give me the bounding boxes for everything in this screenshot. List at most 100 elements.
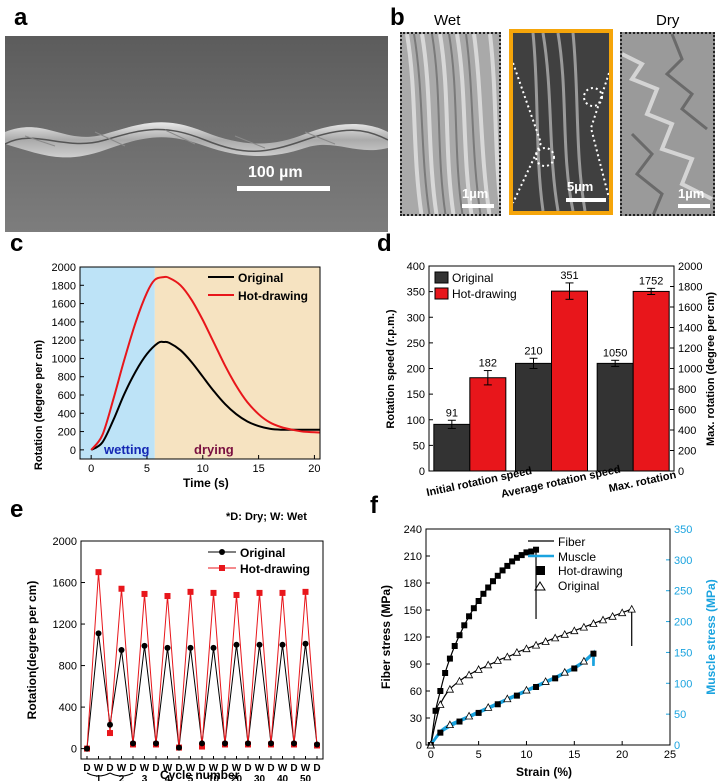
- legend-hot-marker: [536, 566, 545, 575]
- scale-label-b-center: 5µm: [567, 179, 594, 194]
- original-point: [176, 744, 182, 751]
- original-point: [291, 740, 297, 747]
- d-ytick-label: 100: [407, 415, 425, 427]
- dw-tick-label: D: [267, 763, 274, 774]
- original-point: [199, 740, 205, 747]
- original-point: [95, 630, 102, 637]
- d-ytick-label: 0: [419, 466, 425, 478]
- sem-image-fiber: 100 µm: [5, 36, 388, 232]
- f-xtick-label: 5: [476, 749, 482, 761]
- d-y2tick-label: 1800: [678, 282, 702, 294]
- hot-drawing-point: [256, 589, 263, 596]
- hot-drawing-fiber-point: [480, 590, 487, 597]
- legend-original-swatch: [434, 271, 449, 284]
- legend-hot-label: Hot-drawing: [558, 564, 623, 578]
- original-muscle-point: [579, 656, 589, 665]
- dw-tick-label: D: [106, 763, 113, 774]
- original-fiber-point: [484, 660, 493, 669]
- original-fiber-point: [579, 622, 589, 631]
- original-point: [222, 740, 228, 747]
- original-point: [187, 644, 194, 651]
- dw-tick-label: W: [255, 763, 265, 774]
- d-y2tick-label: 1400: [678, 323, 702, 335]
- hot-drawing-fiber-point: [504, 562, 511, 569]
- series-hot-drawing-line: [90, 275, 321, 451]
- d-y2tick-label: 1000: [678, 364, 702, 376]
- original-point: [256, 641, 263, 648]
- bar-original: [515, 362, 552, 472]
- f-ytick-label: 180: [404, 578, 422, 590]
- original-fiber-point: [598, 615, 608, 624]
- legend-fiber-label: Fiber: [558, 535, 585, 549]
- hot-drawing-fiber-point: [470, 605, 477, 612]
- legend-original-marker: [219, 549, 225, 555]
- c-ytick-label: 600: [58, 390, 76, 402]
- hot-drawing-fiber-point: [446, 655, 453, 662]
- original-point: [153, 740, 159, 747]
- dw-tick-label: D: [313, 763, 320, 774]
- bar-value-label: 1050: [603, 347, 627, 359]
- d-ytick-label: 300: [407, 312, 425, 324]
- hot-drawing-fiber-point: [485, 584, 492, 591]
- hot-drawing-muscle-point: [475, 709, 482, 716]
- d-y2tick-label: 1200: [678, 343, 702, 355]
- d-ylabel: Rotation speed (r.p.m.): [385, 309, 397, 429]
- hot-drawing-fiber-point: [523, 549, 530, 556]
- original-point: [130, 740, 136, 747]
- original-fiber-point: [551, 633, 560, 642]
- hot-drawing-muscle-point: [533, 683, 540, 690]
- dw-tick-label: D: [290, 763, 297, 774]
- original-point: [233, 641, 240, 648]
- legend-muscle-label: Muscle: [558, 550, 596, 564]
- scale-bar-b-center: [566, 198, 606, 202]
- f-xtick-label: 20: [616, 749, 628, 761]
- cycle-label: 10: [208, 774, 220, 781]
- bar-value-label: 351: [560, 270, 578, 282]
- d-ytick-label: 50: [413, 440, 425, 452]
- c-xlabel: Time (s): [183, 476, 229, 490]
- f-y2tick-label: 250: [674, 586, 692, 598]
- hot-drawing-muscle-line: [429, 650, 595, 746]
- dw-tick-label: W: [278, 763, 288, 774]
- d-y2tick-label: 600: [678, 405, 696, 417]
- dw-note: *D: Dry; W: Wet: [226, 511, 307, 523]
- f-xtick-label: 0: [428, 749, 434, 761]
- hot-drawing-point: [118, 585, 125, 592]
- wetting-label: wetting: [103, 442, 150, 457]
- hot-drawing-muscle-point: [552, 675, 559, 682]
- cycle-label: 30: [254, 774, 266, 781]
- f-xlabel: Strain (%): [516, 765, 572, 779]
- original-fiber-point: [541, 637, 550, 645]
- f-y2tick-label: 200: [674, 617, 692, 629]
- d-y2tick-label: 200: [678, 446, 696, 458]
- d-y2label: Max. rotation (degree per cm): [705, 292, 717, 446]
- c-ytick-label: 200: [58, 427, 76, 439]
- dry-label: Dry: [656, 12, 680, 29]
- original-point: [164, 644, 171, 651]
- f-ytick-label: 120: [404, 632, 422, 644]
- f-frame: [425, 528, 671, 746]
- legend-original-label: Original: [558, 579, 599, 593]
- original-fiber-point: [531, 640, 541, 649]
- f-y2tick-label: 150: [674, 647, 692, 659]
- cycle-label: 5: [188, 774, 194, 781]
- scale-bar-b-left: [462, 204, 494, 208]
- dw-tick-label: D: [198, 763, 205, 774]
- original-point: [268, 740, 274, 747]
- cycle-label: 2: [119, 774, 125, 781]
- hot-drawing-fiber-point: [509, 558, 516, 565]
- hot-drawing-point: [210, 589, 217, 596]
- hot-drawing-fiber-point: [513, 554, 520, 561]
- c-ytick-label: 1600: [52, 299, 76, 311]
- dw-tick-label: D: [221, 763, 228, 774]
- hot-drawing-point: [302, 588, 309, 595]
- f-xtick-label: 15: [568, 749, 580, 761]
- d-frame: [428, 265, 675, 472]
- dw-tick-label: W: [301, 763, 311, 774]
- dw-tick-label: D: [152, 763, 159, 774]
- scale-label-b-left: 1µm: [462, 186, 489, 201]
- center-texture: [513, 33, 609, 211]
- dw-tick-label: W: [232, 763, 242, 774]
- original-fiber-point: [627, 604, 636, 613]
